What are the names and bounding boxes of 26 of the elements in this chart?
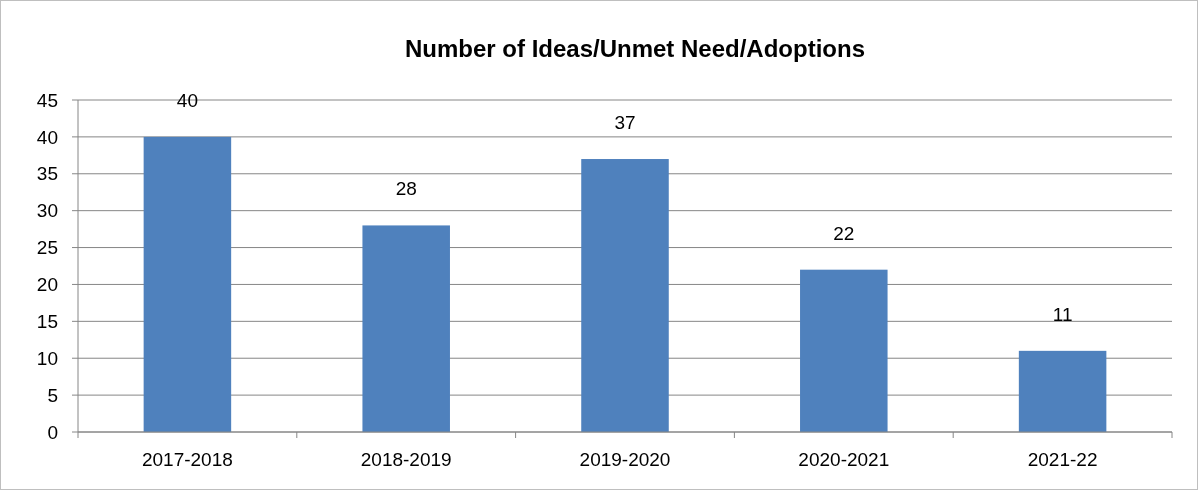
bar <box>143 136 232 432</box>
data-label: 11 <box>1052 303 1073 325</box>
y-tick-label: 35 <box>36 163 58 185</box>
x-tick-label: 2021-22 <box>1027 449 1098 470</box>
bar <box>800 269 888 432</box>
y-tick-label: 5 <box>47 384 58 406</box>
y-tick-label: 40 <box>36 126 58 148</box>
data-label: 37 <box>614 112 636 134</box>
y-tick-label: 10 <box>36 347 58 369</box>
y-tick-label: 45 <box>36 89 58 111</box>
bar <box>1018 350 1107 432</box>
x-tick-label: 2017-2018 <box>141 449 233 470</box>
chart-title: Number of Ideas/Unmet Need/Adoptions <box>404 35 866 62</box>
y-tick-label: 25 <box>36 237 58 259</box>
y-tick-label: 30 <box>36 200 58 222</box>
y-tick-label: 0 <box>47 421 58 443</box>
bar <box>581 159 669 432</box>
x-tick-label: 2018-2019 <box>360 449 452 470</box>
bar <box>362 225 450 432</box>
y-tick-label: 15 <box>36 310 58 332</box>
data-label: 28 <box>395 178 417 200</box>
data-label: 40 <box>176 89 198 111</box>
data-label: 22 <box>833 222 855 244</box>
y-tick-label: 20 <box>36 274 58 296</box>
x-tick-label: 2020-2021 <box>798 449 890 470</box>
x-tick-label: 2019-2020 <box>579 449 671 470</box>
